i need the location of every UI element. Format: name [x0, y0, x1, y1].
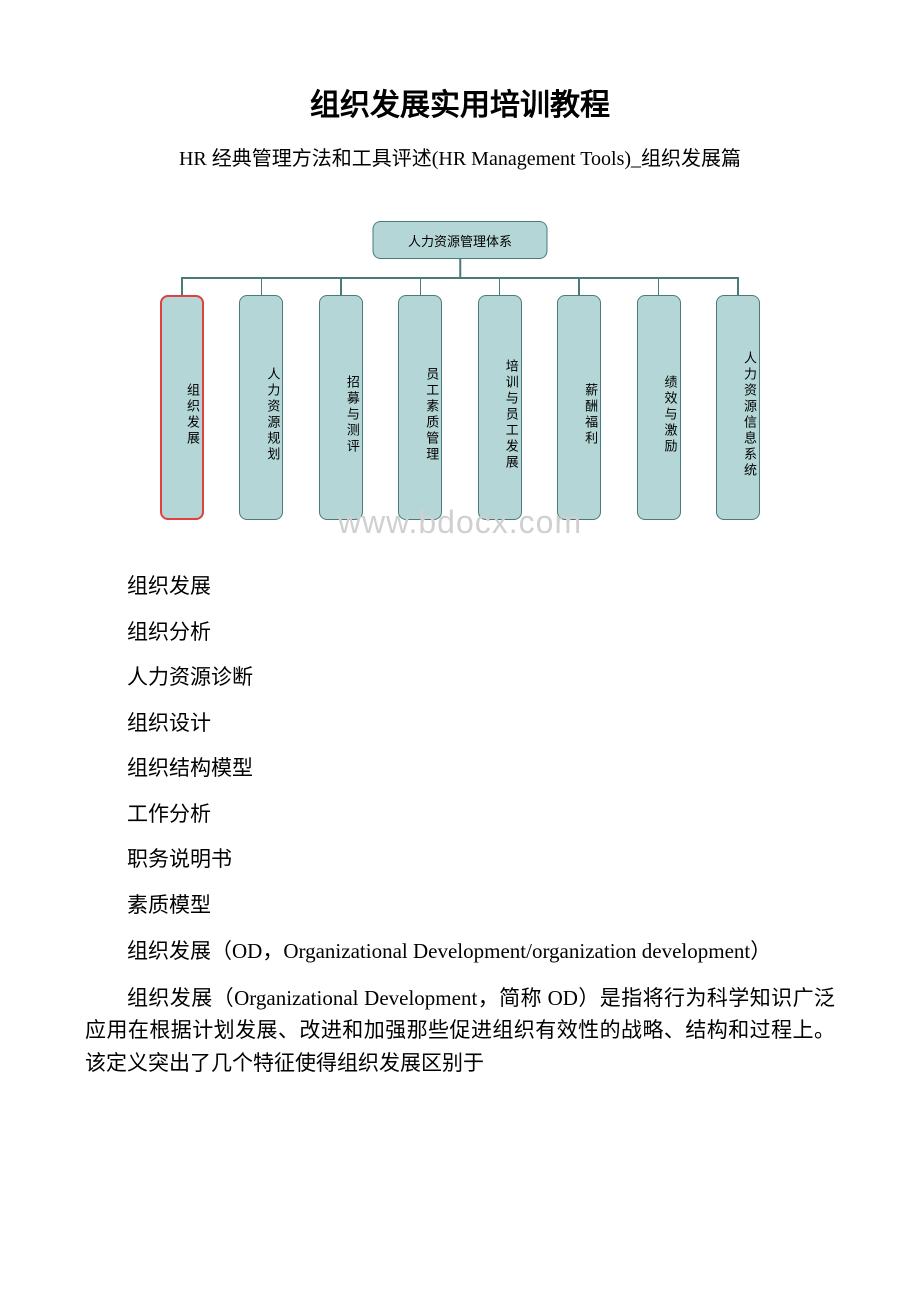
org-chart-child-4: 培训与员工发展 [478, 295, 522, 520]
org-chart-child-0: 组织发展 [160, 295, 204, 520]
list-item-7: 素质模型 [85, 890, 835, 922]
connector-child-4 [499, 277, 501, 295]
connector-horizontal [182, 277, 738, 279]
list-item-4: 组织结构模型 [85, 753, 835, 785]
org-chart-children: 组织发展人力资源规划招募与测评员工素质管理培训与员工发展薪酬福利绩效与激励人力资… [160, 295, 760, 520]
list-item-3: 组织设计 [85, 708, 835, 740]
page-subtitle: HR 经典管理方法和工具评述(HR Management Tools)_组织发展… [85, 142, 835, 171]
org-chart-child-7: 人力资源信息系统 [716, 295, 760, 520]
page-title: 组织发展实用培训教程 [85, 80, 835, 124]
list-item-5: 工作分析 [85, 799, 835, 831]
connector-child-6 [658, 277, 660, 295]
connector-child-1 [261, 277, 263, 295]
org-chart-child-2: 招募与测评 [319, 295, 363, 520]
list-item-1: 组织分析 [85, 617, 835, 649]
org-chart-child-3: 员工素质管理 [398, 295, 442, 520]
connector-child-7 [737, 277, 739, 295]
connector-child-2 [340, 277, 342, 295]
paragraph-0: 组织发展（OD，Organizational Development/organ… [85, 935, 835, 968]
org-chart-child-6: 绩效与激励 [637, 295, 681, 520]
org-chart: 人力资源管理体系 组织发展人力资源规划招募与测评员工素质管理培训与员工发展薪酬福… [160, 221, 760, 531]
paragraphs-section: 组织发展（OD，Organizational Development/organ… [85, 935, 835, 1079]
list-item-2: 人力资源诊断 [85, 662, 835, 694]
connector-main [459, 259, 461, 277]
org-chart-root: 人力资源管理体系 [373, 221, 548, 259]
paragraph-1: 组织发展（Organizational Development，简称 OD）是指… [85, 982, 835, 1080]
org-chart-child-1: 人力资源规划 [239, 295, 283, 520]
content-list: 组织发展组织分析人力资源诊断组织设计组织结构模型工作分析职务说明书素质模型 [85, 571, 835, 921]
org-chart-child-5: 薪酬福利 [557, 295, 601, 520]
connector-child-5 [578, 277, 580, 295]
list-item-6: 职务说明书 [85, 844, 835, 876]
list-item-0: 组织发展 [85, 571, 835, 603]
connector-child-0 [181, 277, 183, 295]
connector-child-3 [420, 277, 422, 295]
